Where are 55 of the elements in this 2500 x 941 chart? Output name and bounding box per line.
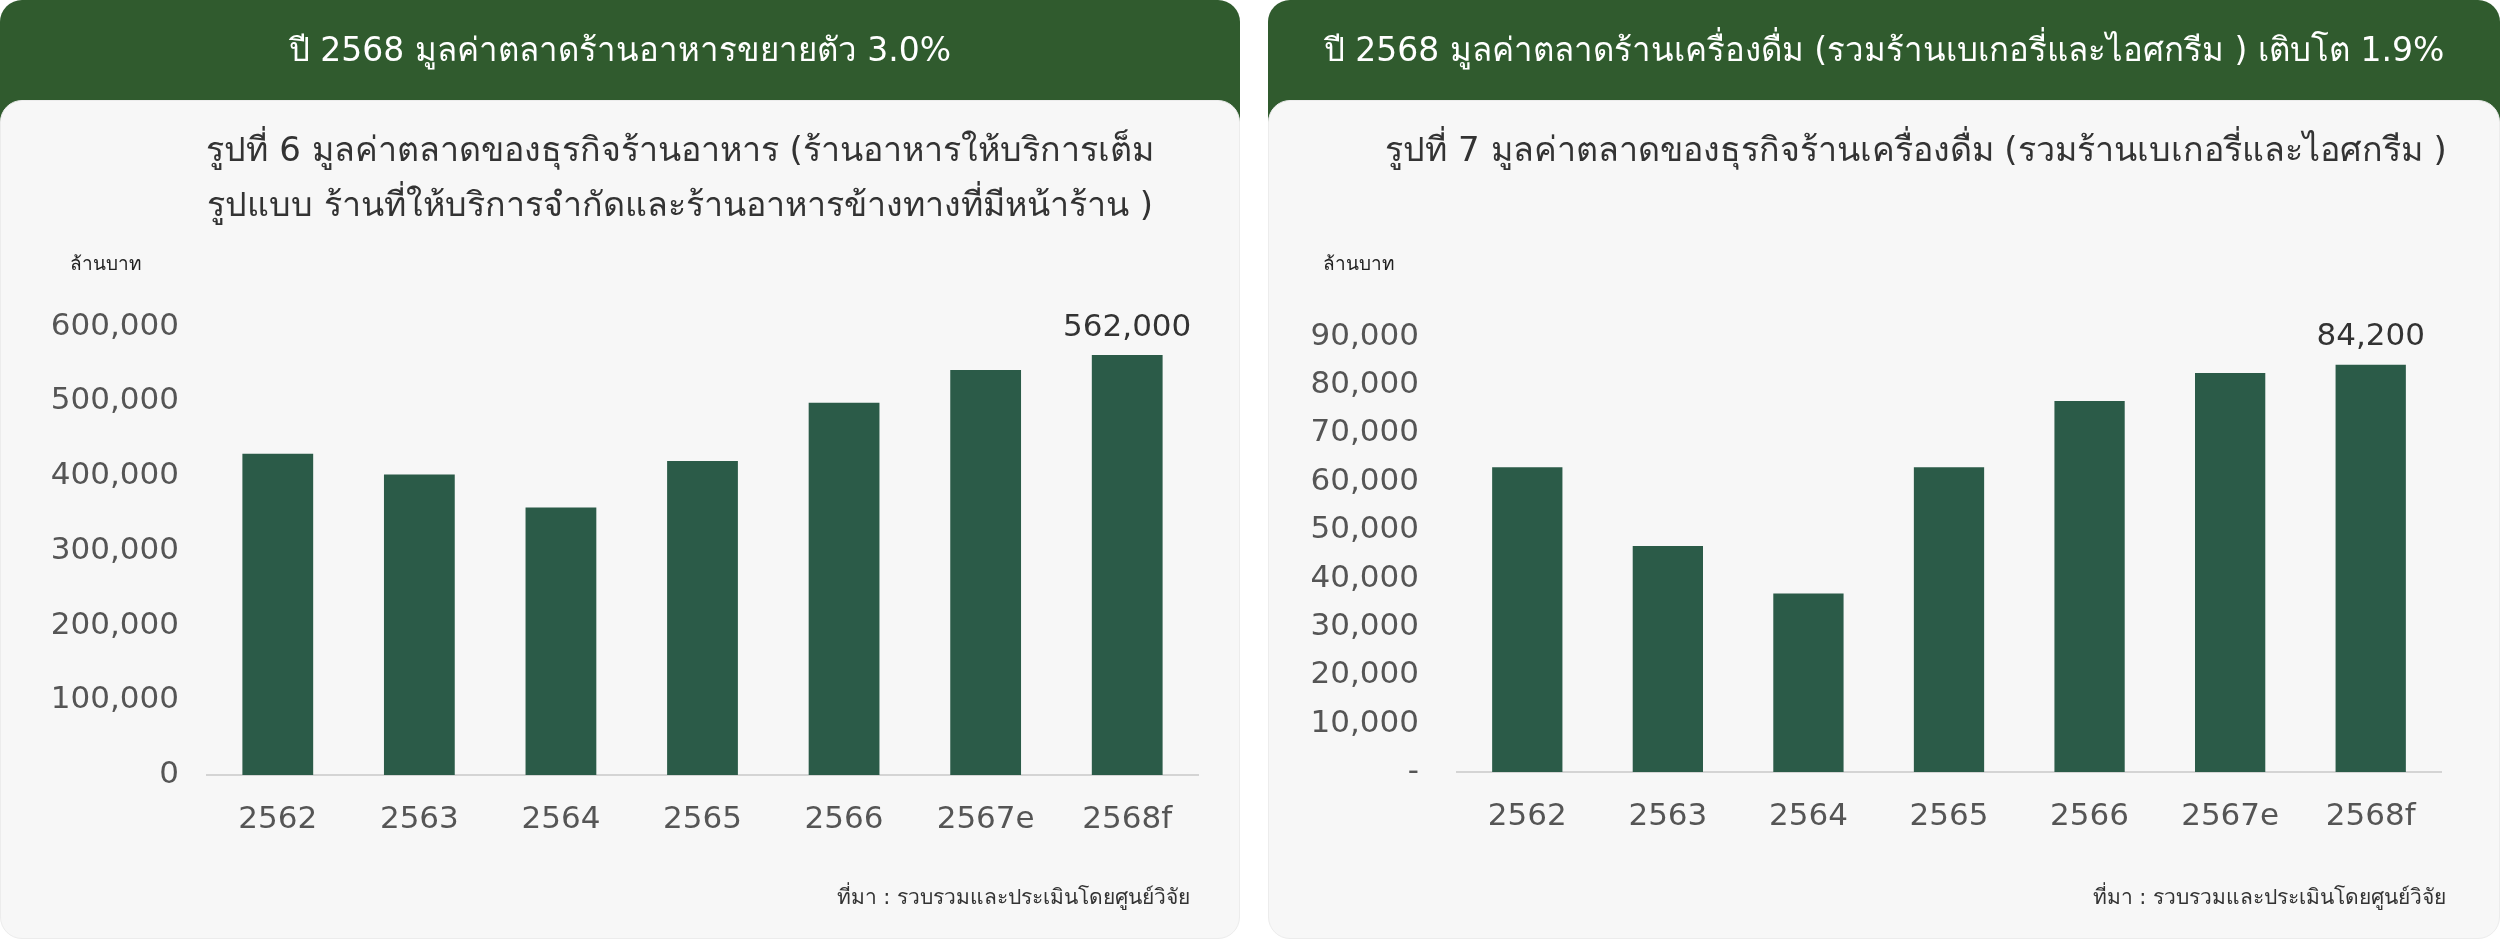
bar [1773,593,1844,772]
data-label: 562,000 [1063,306,1192,343]
bar [1492,467,1563,772]
chart-title: ปี 2568 มูลค่าตลาดร้านอาหารขยายตัว 3.0% [287,29,953,72]
y-tick-label: 70,000 [1310,412,1419,449]
bar [2335,364,2406,772]
chart-subtitle: รูปที่ 7 มูลค่าตลาดของธุรกิจร้านเครื่องดื่ม (รวมร้านเบเกอรี่และไอศกรีม ) [1384,125,2448,172]
y-tick-label: 600,000 [50,305,179,342]
y-tick-label: 60,000 [1310,460,1419,497]
bar [667,461,738,775]
bar [2195,372,2266,772]
bar [808,402,880,775]
bar [950,369,1022,775]
x-tick-label: 2566 [2050,795,2130,832]
x-tick-label: 2564 [1768,795,1848,832]
y-tick-label: 90,000 [1310,315,1419,352]
chart-title: ปี 2568 มูลค่าตลาดร้านเครื่องดื่ม (รวมร้านเบเกอรี่และไอศกรีม ) เติบโต 1.9% [1322,28,2446,72]
x-tick-label: 2564 [521,798,601,835]
bar [1913,467,1985,772]
bar [1632,546,1703,772]
x-tick-label: 2562 [238,798,318,835]
x-tick-label: 2562 [1487,795,1567,832]
x-tick-label: 2565 [663,798,742,835]
chart-subtitle: รูปที่ 6 มูลค่าตลาดของธุรกิจร้านอาหาร (ร้านอาหารให้บริการเต็มรูปแบบ ร้านที่ให้บริการจำกัดและร้านอาหารข้างทางที่มีหน้าร้าน ) [205,125,1155,227]
bar [525,507,597,775]
x-tick-label: 2567e [2181,795,2280,832]
x-tick-label: 2565 [1909,795,1989,832]
y-tick-label: 400,000 [50,455,179,492]
y-tick-label: 100,000 [50,679,179,716]
y-tick-label: 500,000 [50,380,179,417]
bar [383,474,455,775]
text: ที่มา : รวบรวมและประเมินโดยศูนย์วิจัย [2092,881,2446,912]
y-tick-label: 10,000 [1310,702,1419,739]
y-tick-label: 30,000 [1310,605,1419,642]
y-tick-label: 200,000 [50,604,179,641]
x-tick-label: 2563 [1628,795,1708,832]
y-tick-label: 20,000 [1310,654,1419,691]
y-tick-label: 0 [159,754,179,791]
x-tick-label: 2566 [804,798,884,835]
bar [242,453,314,775]
text: ที่มา : รวบรวมและประเมินโดยศูนย์วิจัย [836,881,1190,912]
y-tick-label: 80,000 [1310,364,1419,401]
x-tick-label: 2568f [1082,798,1174,835]
y-tick-label: 40,000 [1310,557,1419,594]
y-axis-title: ล้านบาท [70,251,142,276]
x-tick-label: 2568f [2325,795,2417,832]
y-tick-label: - [1407,751,1419,788]
data-label: 84,200 [2316,316,2425,353]
y-axis-title: ล้านบาท [1323,251,1395,276]
y-tick-label: 50,000 [1310,509,1419,546]
bar [2054,400,2125,772]
y-tick-label: 300,000 [50,529,179,566]
x-tick-label: 2567e [936,798,1035,835]
x-tick-label: 2563 [379,798,459,835]
bar [1091,355,1163,775]
